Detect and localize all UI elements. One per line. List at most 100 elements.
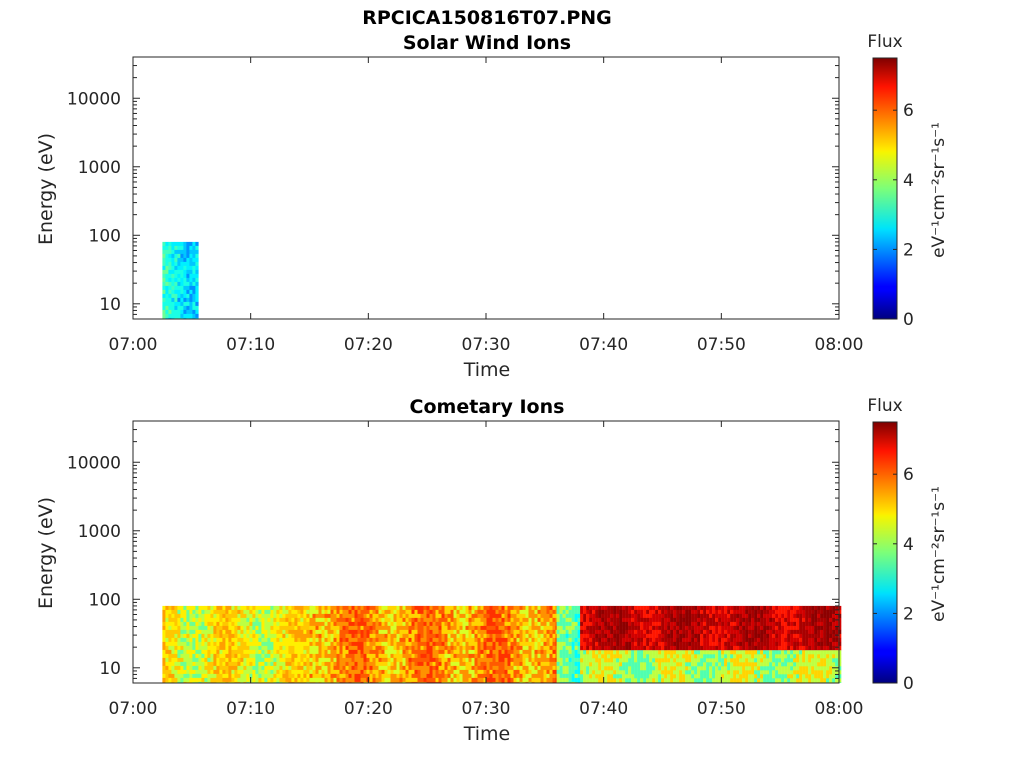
spectrogram-cell xyxy=(534,669,538,675)
spectrogram-cell xyxy=(504,625,508,631)
spectrogram-cell xyxy=(402,629,406,635)
spectrogram-cell xyxy=(778,629,782,635)
spectrogram-cell xyxy=(607,654,611,659)
spectrogram-cell xyxy=(414,633,418,639)
spectrogram-cell xyxy=(399,657,403,663)
spectrogram-cell xyxy=(742,641,746,647)
spectrogram-cell xyxy=(459,621,463,627)
spectrogram-cell xyxy=(168,637,172,643)
spectrogram-cell xyxy=(447,633,451,639)
spectrogram-cell xyxy=(279,641,283,647)
spectrogram-cell xyxy=(282,645,286,651)
spectrogram-cell xyxy=(384,629,388,635)
spectrogram-cell xyxy=(495,645,499,651)
spectrogram-cell xyxy=(565,609,569,615)
spectrogram-cell xyxy=(207,641,211,647)
spectrogram-cell xyxy=(318,677,322,683)
spectrogram-cell xyxy=(348,653,352,659)
spectrogram-cell xyxy=(417,657,421,663)
spectrogram-cell xyxy=(790,613,794,619)
spectrogram-cell xyxy=(462,637,466,643)
spectrogram-cell xyxy=(216,609,220,615)
spectrogram-cell xyxy=(207,645,211,651)
spectrogram-cell xyxy=(336,609,340,615)
spectrogram-cell xyxy=(634,670,638,675)
spectrogram-cell xyxy=(724,617,728,623)
spectrogram-cell xyxy=(565,637,569,643)
spectrogram-cell xyxy=(201,669,205,675)
spectrogram-cell xyxy=(504,613,508,619)
spectrogram-cell xyxy=(595,633,599,639)
spectrogram-cell xyxy=(276,605,280,611)
spectrogram-cell xyxy=(387,681,391,683)
spectrogram-cell xyxy=(237,637,241,643)
spectrogram-cell xyxy=(336,677,340,683)
spectrogram-cell xyxy=(700,641,704,647)
spectrogram-cell xyxy=(435,617,439,623)
spectrogram-cell xyxy=(501,681,505,683)
spectrogram-cell xyxy=(619,654,623,659)
spectrogram-cell xyxy=(622,650,626,655)
spectrogram-cell xyxy=(174,637,178,643)
spectrogram-cell xyxy=(589,670,593,675)
spectrogram-cell xyxy=(366,669,370,675)
spectrogram-cell xyxy=(832,637,836,643)
spectrogram-cell xyxy=(162,245,166,251)
spectrogram-cell xyxy=(604,625,608,631)
spectrogram-cell xyxy=(357,657,361,663)
spectrogram-cell xyxy=(598,633,602,639)
spectrogram-cell xyxy=(583,658,587,663)
spectrogram-cell xyxy=(177,261,181,267)
spectrogram-cell xyxy=(381,661,385,667)
spectrogram-cell xyxy=(501,621,505,627)
spectrogram-cell xyxy=(435,609,439,615)
spectrogram-cell xyxy=(249,609,253,615)
spectrogram-cell xyxy=(766,625,770,631)
spectrogram-cell xyxy=(378,625,382,631)
spectrogram-cell xyxy=(574,641,578,647)
spectrogram-cell xyxy=(820,613,824,619)
spectrogram-cell xyxy=(276,657,280,663)
spectrogram-cell xyxy=(543,617,547,623)
spectrogram-cell xyxy=(580,621,584,627)
spectrogram-cell xyxy=(706,658,710,663)
spectrogram-cell xyxy=(471,633,475,639)
spectrogram-cell xyxy=(583,629,587,635)
spectrogram-cell xyxy=(802,625,806,631)
spectrogram-cell xyxy=(414,613,418,619)
spectrogram-cell xyxy=(417,649,421,655)
spectrogram-cell xyxy=(318,681,322,683)
spectrogram-cell xyxy=(333,621,337,627)
spectrogram-cell xyxy=(736,650,740,655)
spectrogram-cell xyxy=(595,670,599,675)
spectrogram-cell xyxy=(195,313,199,319)
spectrogram-cell xyxy=(730,629,734,635)
spectrogram-cell xyxy=(258,653,262,659)
spectrogram-cell xyxy=(303,657,307,663)
spectrogram-cell xyxy=(709,658,713,663)
spectrogram-cell xyxy=(174,293,178,299)
spectrogram-cell xyxy=(216,625,220,631)
spectrogram-cell xyxy=(228,669,232,675)
spectrogram-cell xyxy=(255,669,259,675)
spectrogram-cell xyxy=(216,641,220,647)
spectrogram-cell xyxy=(655,645,659,651)
spectrogram-cell xyxy=(243,673,247,679)
spectrogram-cell xyxy=(189,257,193,263)
spectrogram-cell xyxy=(339,669,343,675)
spectrogram-cell xyxy=(562,665,566,671)
spectrogram-cell xyxy=(537,649,541,655)
y-tick-label: 10000 xyxy=(67,89,121,109)
spectrogram-cell xyxy=(658,678,662,683)
spectrogram-cell xyxy=(216,665,220,671)
spectrogram-cell xyxy=(300,625,304,631)
spectrogram-cell xyxy=(610,670,614,675)
spectrogram-cell xyxy=(384,653,388,659)
spectrogram-cell xyxy=(246,637,250,643)
spectrogram-cell xyxy=(414,677,418,683)
spectrogram-cell xyxy=(583,645,587,651)
spectrogram-cell xyxy=(510,609,514,615)
spectrogram-cell xyxy=(456,605,460,611)
spectrogram-cell xyxy=(402,605,406,611)
spectrogram-cell xyxy=(312,605,316,611)
